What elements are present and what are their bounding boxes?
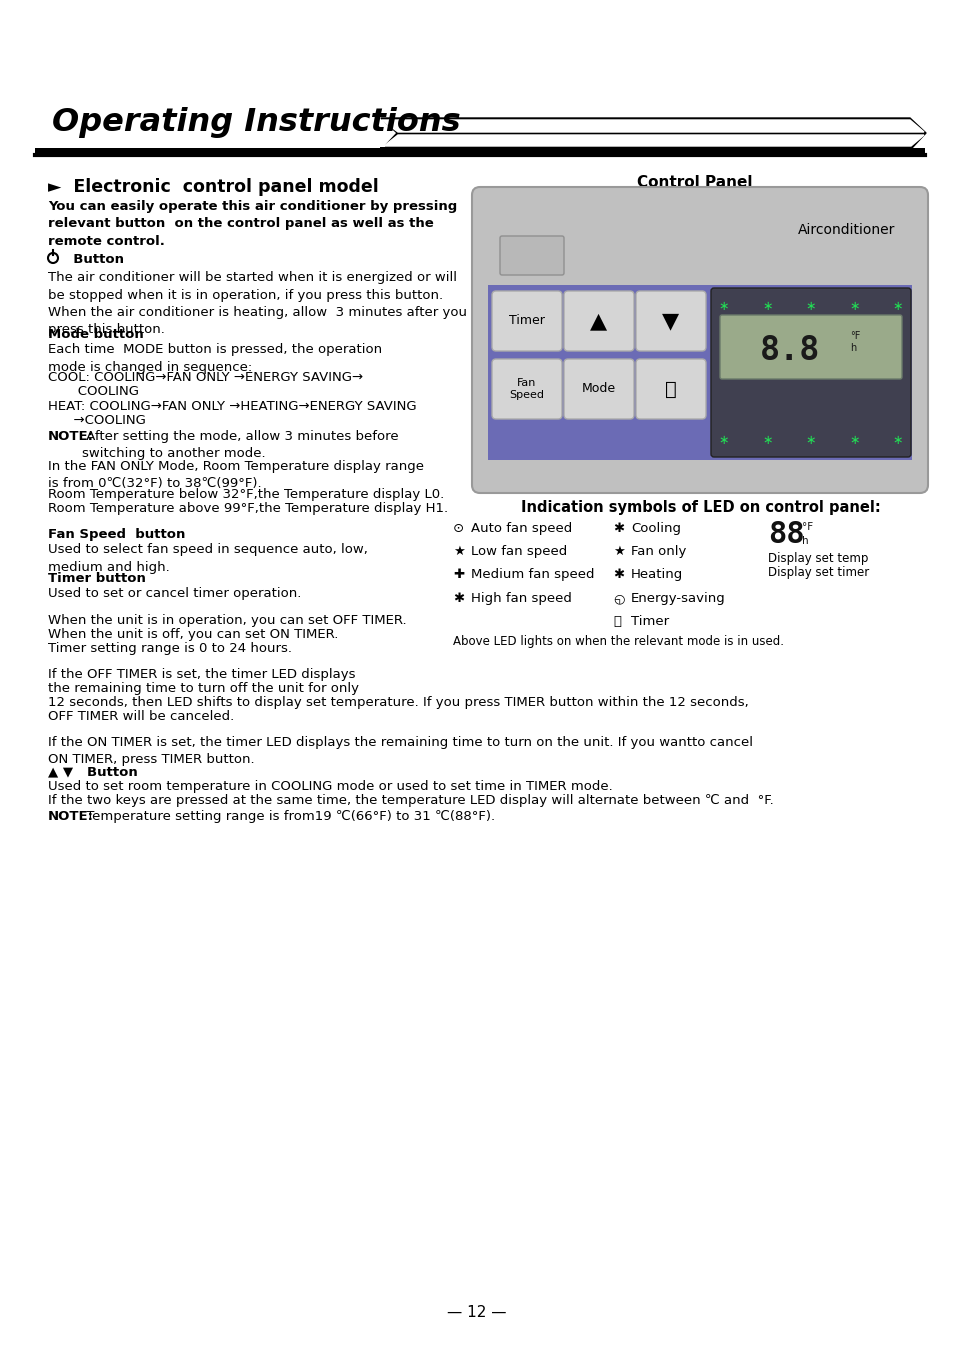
Text: Display set timer: Display set timer bbox=[767, 566, 868, 580]
Text: Operating Instructions: Operating Instructions bbox=[52, 106, 460, 137]
Text: Room Temperature below 32°F,the Temperature display L0.: Room Temperature below 32°F,the Temperat… bbox=[48, 488, 444, 501]
FancyBboxPatch shape bbox=[710, 288, 910, 457]
Text: You can easily operate this air conditioner by pressing
relevant button  on the : You can easily operate this air conditio… bbox=[48, 200, 456, 248]
Text: In the FAN ONLY Mode, Room Temperature display range
is from 0℃(32°F) to 38℃(99°: In the FAN ONLY Mode, Room Temperature d… bbox=[48, 460, 423, 491]
Text: Control Panel: Control Panel bbox=[637, 175, 752, 190]
FancyBboxPatch shape bbox=[499, 236, 563, 275]
Text: ∗: ∗ bbox=[892, 434, 902, 446]
Text: Each time  MODE button is pressed, the operation
mode is changed in sequence:: Each time MODE button is pressed, the op… bbox=[48, 342, 382, 373]
Text: Used to set or cancel timer operation.: Used to set or cancel timer operation. bbox=[48, 586, 301, 600]
Polygon shape bbox=[381, 135, 923, 146]
Polygon shape bbox=[380, 119, 925, 133]
Text: ∗: ∗ bbox=[718, 301, 728, 314]
Text: If the OFF TIMER is set, the timer LED displays: If the OFF TIMER is set, the timer LED d… bbox=[48, 669, 355, 681]
Text: Medium fan speed: Medium fan speed bbox=[471, 568, 594, 581]
Text: When the unit is in operation, you can set OFF TIMER.: When the unit is in operation, you can s… bbox=[48, 613, 406, 627]
Text: Used to select fan speed in sequence auto, low,
medium and high.: Used to select fan speed in sequence aut… bbox=[48, 543, 368, 573]
Text: °F: °F bbox=[849, 332, 860, 341]
FancyBboxPatch shape bbox=[492, 291, 561, 350]
Text: Low fan speed: Low fan speed bbox=[471, 545, 567, 558]
Text: ⏻: ⏻ bbox=[664, 380, 677, 399]
Text: ★: ★ bbox=[613, 545, 624, 558]
Text: ⊙: ⊙ bbox=[453, 522, 464, 535]
Text: Mode button: Mode button bbox=[48, 328, 144, 341]
Text: Used to set room temperature in COOLING mode or used to set time in TIMER mode.: Used to set room temperature in COOLING … bbox=[48, 780, 612, 793]
Text: °F: °F bbox=[801, 522, 812, 532]
Text: Timer setting range is 0 to 24 hours.: Timer setting range is 0 to 24 hours. bbox=[48, 642, 292, 655]
FancyBboxPatch shape bbox=[636, 359, 705, 419]
Text: h: h bbox=[801, 537, 808, 546]
Text: ▲ ▼   Button: ▲ ▼ Button bbox=[48, 766, 137, 778]
Text: ∗: ∗ bbox=[805, 301, 816, 314]
Text: Heating: Heating bbox=[630, 568, 682, 581]
Text: ▲: ▲ bbox=[590, 311, 607, 332]
Text: Button: Button bbox=[64, 253, 124, 266]
Polygon shape bbox=[381, 120, 923, 132]
Text: ∗: ∗ bbox=[718, 434, 728, 446]
Text: ∗: ∗ bbox=[892, 301, 902, 314]
Text: Mode: Mode bbox=[581, 383, 616, 395]
Text: Auto fan speed: Auto fan speed bbox=[471, 522, 572, 535]
Text: NOTE:: NOTE: bbox=[48, 810, 94, 824]
Text: Fan Speed  button: Fan Speed button bbox=[48, 528, 185, 541]
Text: If the ON TIMER is set, the timer LED displays the remaining time to turn on the: If the ON TIMER is set, the timer LED di… bbox=[48, 736, 752, 767]
Text: NOTE:: NOTE: bbox=[48, 430, 94, 443]
Text: →COOLING: →COOLING bbox=[48, 414, 146, 427]
Text: ★: ★ bbox=[453, 545, 464, 558]
Text: Above LED lights on when the relevant mode is in used.: Above LED lights on when the relevant mo… bbox=[453, 635, 783, 648]
FancyBboxPatch shape bbox=[563, 359, 634, 419]
Text: If the two keys are pressed at the same time, the temperature LED display will a: If the two keys are pressed at the same … bbox=[48, 794, 773, 807]
Text: COOL: COOLING→FAN ONLY →ENERGY SAVING→: COOL: COOLING→FAN ONLY →ENERGY SAVING→ bbox=[48, 371, 363, 384]
Text: ∗: ∗ bbox=[761, 301, 772, 314]
Text: COOLING: COOLING bbox=[48, 386, 139, 398]
Text: Fan only: Fan only bbox=[630, 545, 685, 558]
Bar bbox=[488, 284, 911, 460]
Text: ✱: ✱ bbox=[453, 592, 464, 605]
Text: Timer button: Timer button bbox=[48, 572, 146, 585]
Text: 8.8: 8.8 bbox=[759, 333, 819, 367]
FancyBboxPatch shape bbox=[563, 291, 634, 350]
Text: ►  Electronic  control panel model: ► Electronic control panel model bbox=[48, 178, 378, 195]
Text: 88: 88 bbox=[767, 520, 804, 549]
Text: ▼: ▼ bbox=[661, 311, 679, 332]
Text: When the unit is off, you can set ON TIMER.: When the unit is off, you can set ON TIM… bbox=[48, 628, 338, 642]
FancyBboxPatch shape bbox=[720, 315, 901, 379]
Text: HEAT: COOLING→FAN ONLY →HEATING→ENERGY SAVING: HEAT: COOLING→FAN ONLY →HEATING→ENERGY S… bbox=[48, 400, 416, 412]
Text: ∗: ∗ bbox=[848, 301, 859, 314]
Text: After setting the mode, allow 3 minutes before
switching to another mode.: After setting the mode, allow 3 minutes … bbox=[82, 430, 398, 461]
Text: High fan speed: High fan speed bbox=[471, 592, 571, 605]
Polygon shape bbox=[379, 133, 925, 148]
Text: ∗: ∗ bbox=[805, 434, 816, 446]
Text: 12 seconds, then LED shifts to display set temperature. If you press TIMER butto: 12 seconds, then LED shifts to display s… bbox=[48, 696, 748, 709]
Text: ⌛: ⌛ bbox=[613, 615, 620, 628]
Text: Room Temperature above 99°F,the Temperature display H1.: Room Temperature above 99°F,the Temperat… bbox=[48, 501, 448, 515]
Text: Fan
Speed: Fan Speed bbox=[509, 379, 544, 400]
Text: Timer: Timer bbox=[509, 314, 544, 328]
Text: ✱: ✱ bbox=[613, 522, 623, 535]
Text: The air conditioner will be started when it is energized or will
be stopped when: The air conditioner will be started when… bbox=[48, 271, 467, 337]
Bar bbox=[35, 148, 924, 155]
FancyBboxPatch shape bbox=[492, 359, 561, 419]
Text: ✱: ✱ bbox=[613, 568, 623, 581]
Text: ∗: ∗ bbox=[848, 434, 859, 446]
Text: ✚: ✚ bbox=[453, 568, 464, 581]
Text: Energy-saving: Energy-saving bbox=[630, 592, 725, 605]
Text: the remaining time to turn off the unit for only: the remaining time to turn off the unit … bbox=[48, 682, 358, 696]
Text: ∗: ∗ bbox=[761, 434, 772, 446]
Text: Timer: Timer bbox=[630, 615, 668, 628]
Text: ◵: ◵ bbox=[613, 592, 624, 605]
Text: Display set temp: Display set temp bbox=[767, 551, 867, 565]
Text: Indication symbols of LED on control panel:: Indication symbols of LED on control pan… bbox=[520, 500, 880, 515]
Text: Airconditioner: Airconditioner bbox=[797, 222, 894, 237]
Text: h: h bbox=[849, 342, 856, 353]
Text: OFF TIMER will be canceled.: OFF TIMER will be canceled. bbox=[48, 710, 234, 723]
Text: Temperature setting range is from19 ℃(66°F) to 31 ℃(88°F).: Temperature setting range is from19 ℃(66… bbox=[82, 810, 495, 824]
Text: — 12 —: — 12 — bbox=[447, 1305, 506, 1320]
Text: Cooling: Cooling bbox=[630, 522, 680, 535]
FancyBboxPatch shape bbox=[636, 291, 705, 350]
FancyBboxPatch shape bbox=[472, 187, 927, 493]
